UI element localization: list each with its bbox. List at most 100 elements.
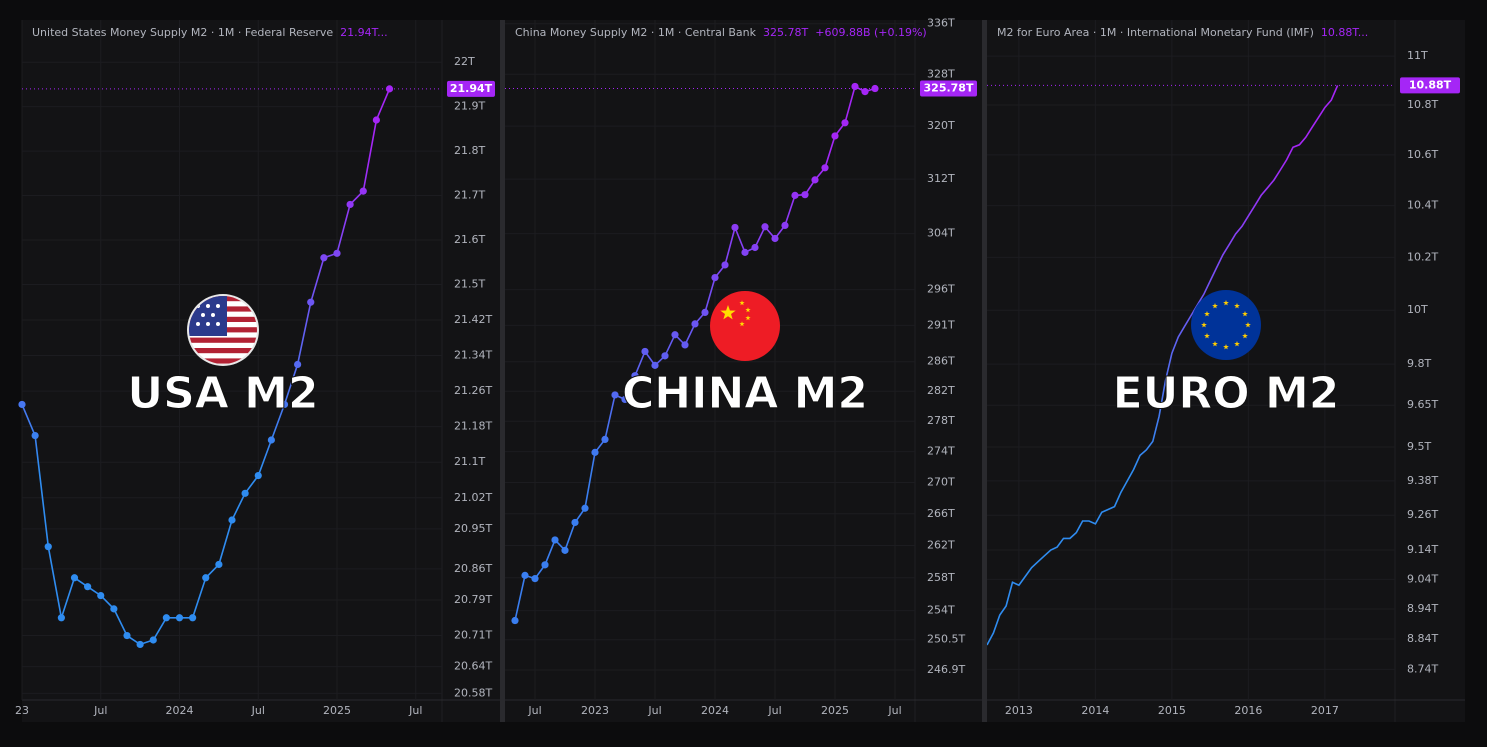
- last-value-label: 21.94T: [450, 82, 493, 95]
- data-point: [661, 352, 669, 360]
- data-point: [136, 640, 144, 649]
- last-value-box: [447, 80, 495, 97]
- y-tick-label: 9.65T: [1407, 398, 1438, 411]
- x-tick-label: 2015: [1158, 704, 1186, 717]
- y-tick-label: 10.8T: [1407, 98, 1438, 111]
- data-point: [711, 273, 719, 282]
- data-point: [31, 431, 39, 440]
- data-point: [601, 435, 609, 443]
- last-value-label: 10.88T: [1409, 78, 1452, 91]
- data-point: [721, 261, 729, 269]
- x-tick-label: 2013: [1005, 704, 1033, 717]
- y-tick-label: 20.58T: [454, 686, 492, 699]
- y-tick-label: 9.14T: [1407, 543, 1438, 556]
- y-tick-label: 304T: [927, 227, 955, 240]
- y-tick-label: 21.18T: [454, 420, 492, 433]
- y-tick-label: 11T: [1407, 49, 1428, 62]
- y-tick-label: 21.1T: [454, 455, 485, 468]
- data-point: [307, 298, 315, 306]
- y-tick-label: 21.9T: [454, 100, 485, 113]
- y-tick-label: 10.6T: [1407, 148, 1438, 161]
- data-point: [18, 400, 26, 409]
- eu-flag: [1191, 290, 1261, 360]
- y-tick-label: 10.2T: [1407, 250, 1438, 263]
- x-tick-label: Jul: [408, 704, 422, 717]
- y-tick-label: 21.8T: [454, 144, 485, 157]
- y-tick-label: 286T: [927, 355, 955, 368]
- usa-flag: [187, 294, 259, 366]
- y-tick-label: 9.38T: [1407, 474, 1438, 487]
- data-point: [531, 575, 539, 583]
- y-tick-label: 21.5T: [454, 277, 485, 290]
- y-tick-label: 10.4T: [1407, 199, 1438, 212]
- data-point: [57, 614, 65, 622]
- y-tick-label: 10T: [1407, 303, 1428, 316]
- y-tick-label: 22T: [454, 55, 475, 68]
- data-point: [385, 85, 394, 93]
- data-point: [175, 614, 184, 622]
- header-value: 325.78T: [763, 26, 808, 39]
- series-line: [986, 85, 1339, 646]
- data-point: [761, 223, 769, 231]
- x-tick-label: Jul: [767, 704, 781, 717]
- y-tick-label: 9.04T: [1407, 572, 1438, 585]
- data-point: [110, 605, 118, 613]
- data-point: [241, 489, 249, 497]
- data-point: [70, 574, 79, 582]
- data-point: [641, 347, 649, 356]
- y-tick-label: 21.42T: [454, 313, 492, 326]
- x-tick-label: 2016: [1234, 704, 1262, 717]
- y-tick-label: 270T: [927, 475, 955, 488]
- y-tick-label: 336T: [927, 17, 955, 30]
- panel-background: [22, 20, 500, 722]
- data-point: [511, 616, 519, 625]
- data-point: [561, 546, 569, 554]
- data-point: [621, 395, 629, 404]
- data-point: [189, 614, 197, 622]
- header-value: 21.94T...: [340, 26, 387, 39]
- x-tick-label: Jul: [251, 704, 265, 717]
- header-change: +609.88B (+0.19%): [815, 26, 927, 39]
- y-tick-label: 274T: [927, 445, 955, 458]
- y-tick-label: 266T: [927, 507, 955, 520]
- panel-label: USA M2: [127, 368, 318, 419]
- y-tick-label: 21.02T: [454, 491, 492, 504]
- chart-title: United States Money Supply M2 · 1M · Fed…: [32, 26, 333, 39]
- y-tick-label: 282T: [927, 384, 955, 397]
- data-point: [294, 360, 302, 369]
- data-point: [691, 320, 699, 328]
- panel-gap: [982, 20, 987, 722]
- y-tick-label: 320T: [927, 119, 955, 132]
- x-tick-label: 2025: [821, 704, 849, 717]
- data-point: [359, 187, 367, 195]
- data-point: [320, 254, 328, 262]
- y-tick-label: 9.26T: [1407, 508, 1438, 521]
- data-point: [346, 200, 354, 209]
- y-tick-label: 246.9T: [927, 663, 965, 676]
- y-tick-label: 21.34T: [454, 349, 492, 362]
- data-point: [831, 132, 839, 140]
- panel: 22T 21.9T 21.8T 21.7T 21.6T 21.5T 21.42T 21.34T…: [15, 20, 500, 722]
- panel-background: [505, 20, 982, 722]
- x-tick-label: 2017: [1311, 704, 1339, 717]
- x-tick-label: 2025: [323, 704, 351, 717]
- data-point: [651, 361, 659, 369]
- y-tick-label: 254T: [927, 604, 955, 617]
- data-point: [591, 448, 599, 456]
- data-point: [791, 191, 799, 199]
- panel: 336T 328T 320T 312T 304T 296T 291T 286T 282T 278T…: [505, 17, 982, 722]
- data-point: [741, 248, 749, 256]
- chart-title: M2 for Euro Area · 1M · International Mo…: [997, 26, 1314, 39]
- data-point: [871, 84, 879, 93]
- data-point: [215, 560, 223, 569]
- china-flag: [710, 291, 780, 361]
- header-value: 10.88T...: [1321, 26, 1368, 39]
- data-point: [751, 243, 759, 252]
- data-point: [861, 88, 869, 96]
- panel-label: CHINA M2: [622, 368, 868, 419]
- data-point: [571, 518, 579, 527]
- x-tick-label: Jul: [527, 704, 541, 717]
- panels: 22T 21.9T 21.8T 21.7T 21.6T 21.5T 21.42T 21.34T…: [15, 17, 1465, 722]
- y-tick-label: 20.71T: [454, 629, 492, 642]
